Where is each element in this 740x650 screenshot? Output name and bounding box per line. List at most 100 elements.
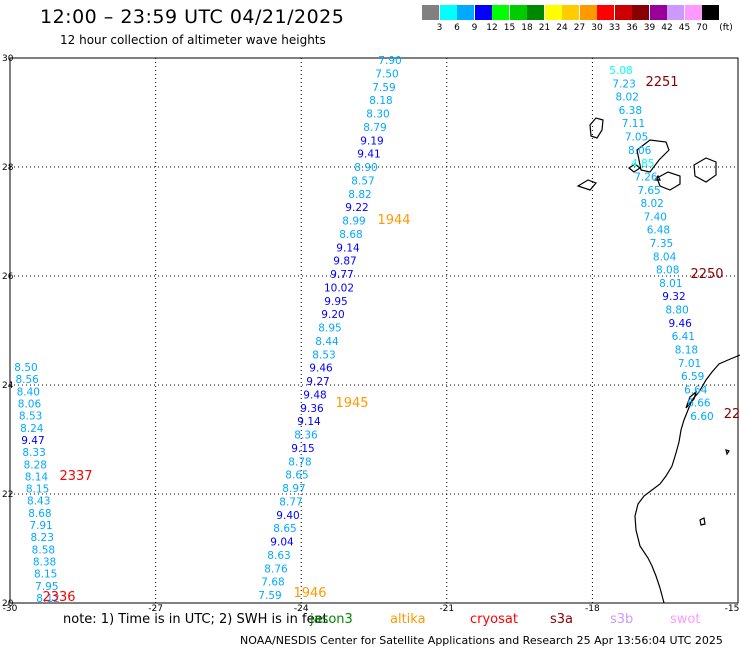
wave-height-value: 8.77: [279, 496, 302, 508]
wave-height-value: 8.53: [312, 349, 335, 361]
wave-height-value: 8.90: [354, 162, 377, 174]
wave-height-value: 6.41: [672, 331, 695, 343]
mission-label: jason3: [310, 612, 353, 627]
mission-label: cryosat: [470, 612, 518, 627]
legend-label: 70: [696, 23, 708, 33]
legend-swatch: [562, 5, 579, 20]
legend-swatch: [457, 5, 474, 20]
legend-label: 33: [608, 23, 621, 33]
pass-time-label: 2336: [42, 590, 75, 605]
wave-height-value: 4.85: [631, 158, 654, 170]
wave-height-value: 5.08: [609, 65, 632, 77]
wave-height-value: 7.65: [637, 185, 660, 197]
wave-height-value: 8.65: [273, 523, 296, 535]
legend-swatch: [702, 5, 719, 20]
axis-tick-labels: -30 -27 -24 -21 -18 -15 20 22 24 26 28 30: [2, 54, 739, 614]
wave-height-value: 8.63: [267, 550, 290, 562]
wave-height-value: 9.87: [333, 256, 356, 268]
mission-label: swot: [670, 612, 701, 627]
wave-height-value: 7.40: [644, 211, 667, 223]
wave-height-value: 7.68: [261, 577, 284, 589]
wave-height-value: 6.59: [681, 371, 704, 383]
wave-height-value: 9.40: [276, 510, 299, 522]
wave-height-value: 8.14: [25, 471, 49, 483]
wave-height-value: 8.68: [28, 508, 51, 520]
wave-height-value: 6.48: [647, 225, 670, 237]
footer-note: note: 1) Time is in UTC; 2) SWH is in fe…: [63, 612, 328, 627]
wave-height-value: 8.43: [27, 496, 50, 508]
wave-height-value: 10.02: [324, 282, 354, 294]
wave-height-value: 8.76: [264, 563, 288, 575]
wave-height-value: 9.22: [345, 202, 368, 214]
wave-height-value: 9.14: [297, 416, 321, 428]
wave-height-value: 8.58: [32, 544, 55, 556]
legend-unit: (ft): [719, 23, 733, 33]
wave-height-value: 9.14: [336, 242, 360, 254]
pass-time-label: 1944: [377, 213, 410, 228]
wave-height-value: 7.59: [372, 82, 395, 94]
pass-time-label: 1946: [293, 586, 326, 601]
wave-height-value: 9.77: [330, 269, 353, 281]
lat-tick-label: 26: [2, 272, 14, 282]
mission-label: altika: [390, 612, 426, 627]
wave-height-value: 8.82: [348, 189, 371, 201]
wave-height-value: 8.02: [640, 198, 663, 210]
wave-height-value: 6.66: [687, 398, 711, 410]
wave-height-value: 8.99: [342, 216, 365, 228]
pass-time-label: 22: [724, 407, 740, 422]
lat-tick-label: 24: [2, 381, 14, 391]
legend-swatch: [649, 5, 667, 20]
wave-height-value: 8.15: [26, 484, 49, 496]
mission-label: s3a: [550, 612, 574, 627]
legend-swatch: [579, 5, 597, 20]
map-frame: [9, 57, 739, 604]
wave-height-value: 9.41: [357, 149, 380, 161]
legend-label: 9: [471, 23, 478, 33]
pass-time-label: 2337: [59, 469, 92, 484]
wave-height-value: 9.48: [303, 389, 326, 401]
wave-height-value: 8.36: [294, 430, 318, 442]
legend-label: 15: [503, 23, 516, 33]
legend-label: 6: [454, 23, 460, 33]
wave-height-value: 7.05: [625, 132, 648, 144]
legend-swatch: [474, 5, 492, 20]
lon-tick-label: -27: [148, 604, 163, 614]
wave-height-value: 9.32: [662, 291, 685, 303]
wave-height-value: 9.46: [668, 318, 692, 330]
wave-height-value: 8.01: [659, 278, 682, 290]
wave-height-value: 8.18: [675, 344, 698, 356]
legend-swatch: [597, 5, 614, 20]
legend-label: 45: [678, 23, 691, 33]
legend-swatch: [614, 5, 632, 20]
pass-time-label: 1945: [335, 396, 368, 411]
legend-swatch: [667, 5, 684, 20]
wave-height-value: 7.26: [634, 171, 658, 183]
wave-height-value: 8.50: [14, 362, 37, 374]
wave-height-value: 8.02: [616, 92, 639, 104]
pass-time-label: 2250: [690, 267, 723, 282]
mission-label: s3b: [610, 612, 634, 627]
wave-height-value: 9.47: [21, 435, 44, 447]
wave-height-value: 8.24: [20, 423, 44, 435]
legend-swatch: [422, 5, 439, 20]
wave-height-value: 8.79: [363, 122, 386, 134]
wave-height-value: 8.15: [34, 569, 57, 581]
wave-height-value: 9.04: [270, 537, 294, 549]
wave-height-value: 8.56: [15, 374, 39, 386]
legend-label: 39: [643, 23, 656, 33]
wave-height-value: 8.08: [656, 265, 679, 277]
wave-height-value: 8.06: [18, 398, 42, 410]
legend-label: 30: [591, 23, 603, 33]
lon-tick-label: -21: [439, 604, 454, 614]
legend-label: 24: [556, 23, 568, 33]
lat-tick-label: 22: [2, 490, 13, 500]
wave-height-value: 8.44: [315, 336, 339, 348]
wave-height-value: 7.91: [29, 520, 52, 532]
lon-tick-label: -18: [585, 604, 600, 614]
lon-tick-label: -15: [725, 604, 740, 614]
legend-label: 21: [538, 23, 551, 33]
wave-height-value: 8.68: [339, 229, 362, 241]
wave-height-value: 7.11: [622, 118, 645, 130]
wave-height-value: 8.38: [33, 557, 56, 569]
